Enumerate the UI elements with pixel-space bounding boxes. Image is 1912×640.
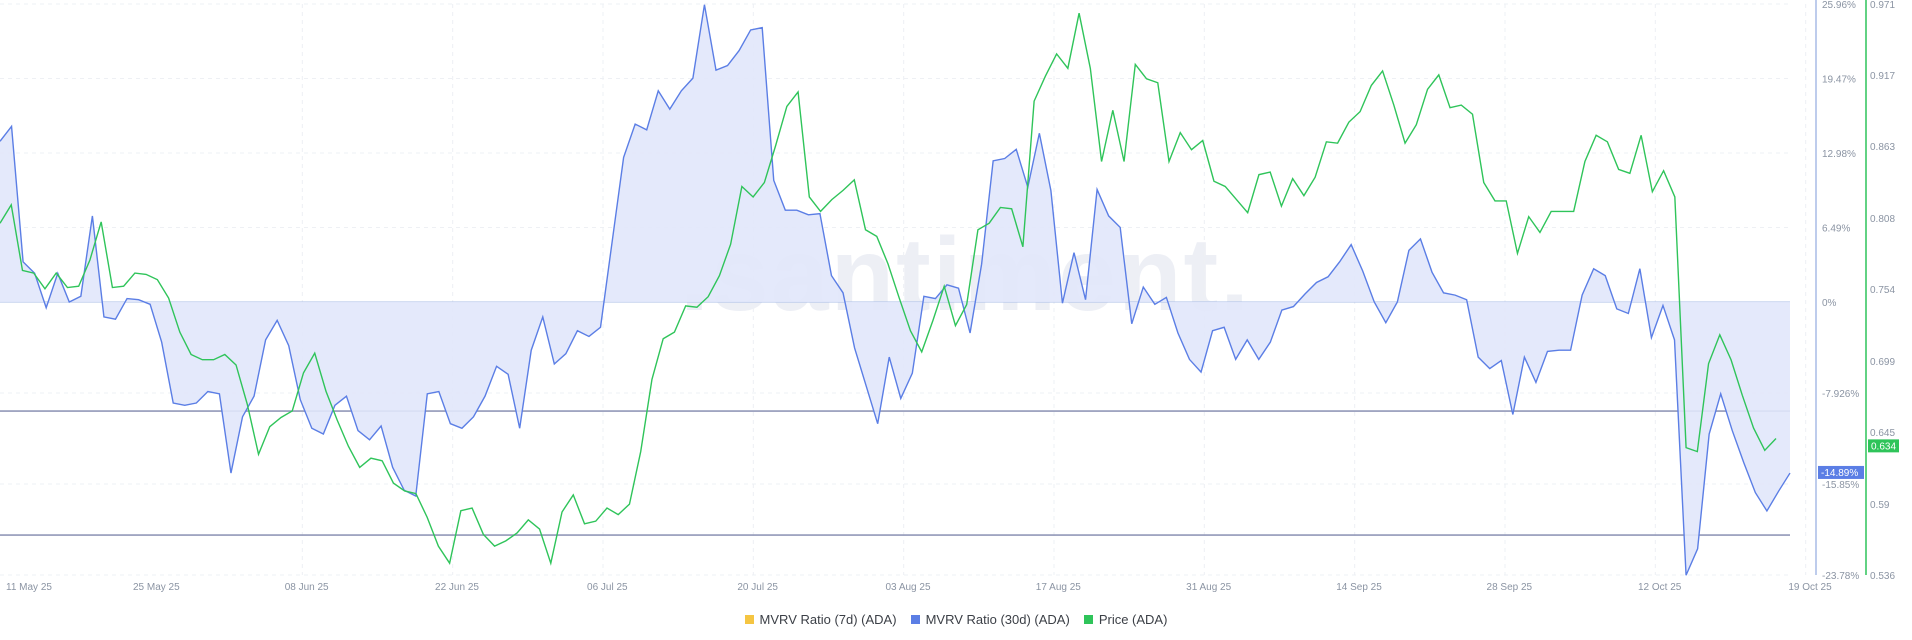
x-tick-label: 22 Jun 25	[435, 582, 479, 593]
chart-legend: MVRV Ratio (7d) (ADA) MVRV Ratio (30d) (A…	[0, 612, 1912, 627]
x-tick-label: 28 Sep 25	[1487, 582, 1533, 593]
x-tick-label: 03 Aug 25	[885, 582, 930, 593]
price-line	[0, 13, 1777, 566]
right-tick-label: 0.699	[1870, 357, 1895, 368]
mvrv-current-badge	[1818, 465, 1864, 479]
x-tick-label: 17 Aug 25	[1036, 582, 1081, 593]
tick-labels: 11 May 25 25 May 25 08 Jun 25 22 Jun 25 06 J…	[6, 0, 1895, 593]
right-tick-label: 0.863	[1870, 142, 1895, 153]
right-tick-label: 0.917	[1870, 71, 1895, 82]
x-tick-label: 08 Jun 25	[285, 582, 329, 593]
legend-swatch	[744, 615, 754, 624]
legend-label: Price (ADA)	[1098, 612, 1168, 627]
right-tick-label: 0.808	[1870, 214, 1895, 225]
price-current-badge	[1868, 439, 1899, 453]
left-tick-label: -23.78%	[1822, 571, 1859, 582]
x-tick-label: 25 May 25	[133, 582, 180, 593]
legend-item[interactable]: Price (ADA)	[1083, 612, 1168, 627]
series-layer	[0, 4, 1791, 576]
x-tick-label: 31 Aug 25	[1186, 582, 1231, 593]
x-tick-label: 12 Oct 25	[1638, 582, 1682, 593]
right-tick-label: 0.645	[1870, 428, 1895, 439]
legend-label: MVRV Ratio (7d) (ADA)	[759, 612, 897, 627]
mvrv-price-chart: .santiment. 11 May 25 25 May 25 08 Jun 25 2…	[0, 0, 1899, 593]
legend-item[interactable]: MVRV Ratio (30d) (ADA)	[910, 612, 1070, 627]
legend-swatch	[910, 615, 920, 624]
value-badges: -14.89% 0.634	[1818, 439, 1899, 479]
right-tick-label: 0.971	[1870, 0, 1895, 11]
mvrv-30d-area	[0, 4, 1790, 576]
x-tick-label: 14 Sep 25	[1336, 582, 1382, 593]
left-tick-label: 19.47%	[1822, 75, 1856, 86]
legend-item[interactable]: MVRV Ratio (7d) (ADA)	[744, 612, 897, 627]
mvrv-current-value: -14.89%	[1821, 468, 1858, 479]
left-tick-label: -15.85%	[1822, 480, 1859, 491]
legend-label: MVRV Ratio (30d) (ADA)	[925, 612, 1070, 627]
right-tick-label: 0.536	[1870, 571, 1895, 582]
x-tick-label: 20 Jul 25	[737, 582, 778, 593]
x-tick-label: 06 Jul 25	[587, 582, 628, 593]
price-current-value: 0.634	[1871, 441, 1896, 452]
left-tick-label: 12.98%	[1822, 149, 1856, 160]
legend-swatch	[1083, 615, 1093, 624]
left-tick-label: 6.49%	[1822, 224, 1850, 235]
left-tick-label: 0%	[1822, 298, 1837, 309]
right-tick-label: 0.754	[1870, 285, 1895, 296]
axes	[1815, 0, 1867, 575]
right-tick-label: 0.59	[1870, 500, 1890, 511]
left-tick-label: -7.926%	[1822, 389, 1859, 400]
left-tick-label: 25.96%	[1822, 0, 1856, 11]
x-tick-label: 11 May 25	[6, 582, 52, 593]
x-tick-label: 19 Oct 25	[1788, 582, 1832, 593]
